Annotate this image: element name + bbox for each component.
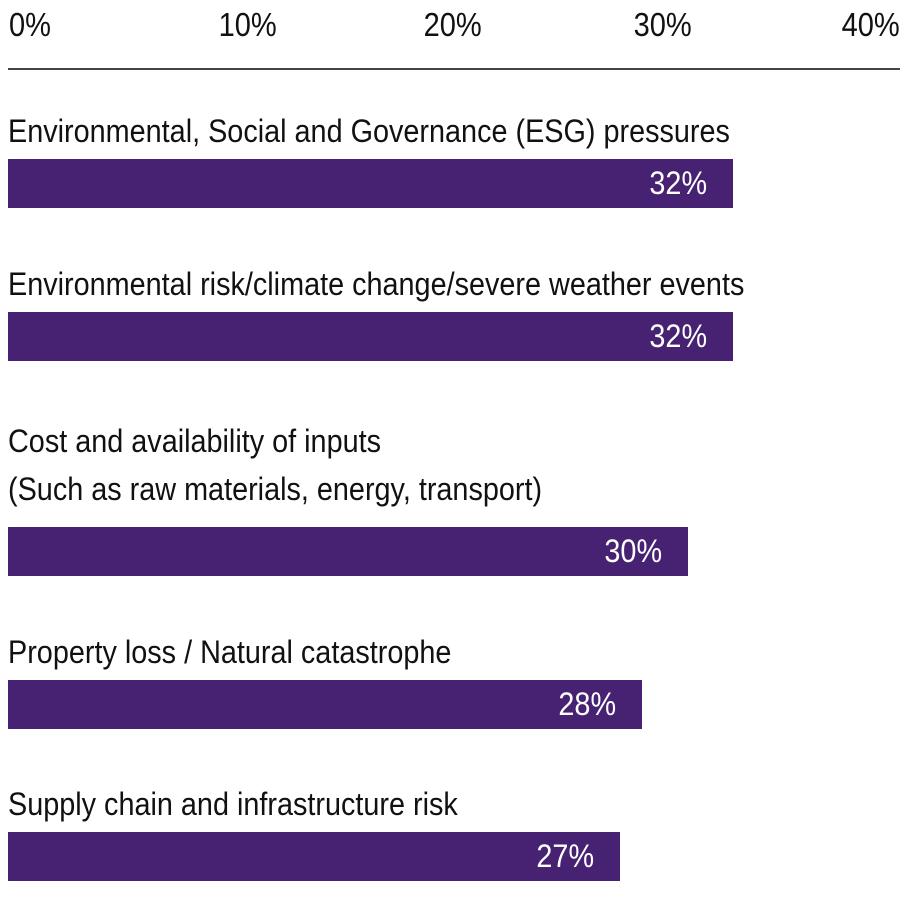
bar-value-label: 30% [604, 533, 662, 569]
bar-value-label: 28% [558, 686, 617, 722]
bar: 27% [8, 832, 620, 881]
x-tick-label: 0% [9, 6, 51, 43]
bar: 28% [8, 680, 643, 729]
category-label: Supply chain and infrastructure risk [8, 786, 458, 822]
x-tick-label: 10% [218, 6, 277, 43]
bar: 32% [8, 312, 733, 361]
x-axis-line [8, 68, 900, 70]
category-label: Environmental risk/climate change/severe… [8, 266, 745, 302]
category-label: Environmental, Social and Governance (ES… [8, 113, 730, 149]
category-label: Property loss / Natural catastrophe [8, 634, 452, 670]
x-tick-label: 30% [633, 6, 692, 43]
category-label: Cost and availability of inputs [8, 423, 382, 459]
bar: 30% [8, 527, 688, 576]
bar-value-label: 32% [649, 318, 707, 354]
category-label: (Such as raw materials, energy, transpor… [8, 471, 543, 507]
bar-value-label: 32% [649, 165, 707, 201]
x-tick-label: 20% [423, 6, 482, 43]
bar-value-label: 27% [536, 838, 594, 874]
x-tick-label: 40% [841, 6, 900, 43]
bar: 32% [8, 159, 733, 208]
